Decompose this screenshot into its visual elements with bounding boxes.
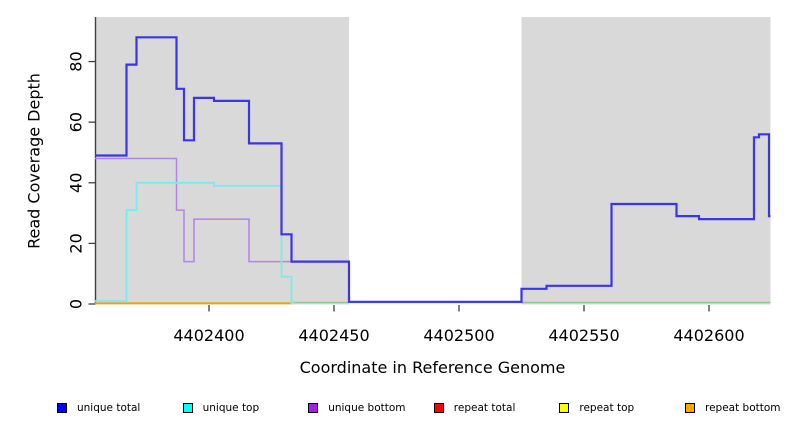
legend-swatch-unique-bottom: [308, 403, 319, 413]
y-axis-tick-label: 80: [67, 51, 86, 71]
y-axis-tick-label: 40: [67, 173, 86, 193]
series-line-unique-top: [95, 181, 294, 304]
x-axis-title: Coordinate in Reference Genome: [300, 358, 566, 377]
legend-item-repeat-total: repeat total: [433, 401, 516, 415]
legend-item-unique-bottom: unique bottom: [308, 401, 406, 415]
y-axis-tick-label: 20: [67, 233, 86, 253]
x-axis-tick-label: 4402450: [298, 326, 369, 345]
legend-label: unique bottom: [328, 402, 406, 414]
legend-swatch-repeat-total: [433, 403, 444, 413]
legend-label: unique total: [77, 402, 141, 414]
x-axis-tick-label: 4402550: [548, 326, 619, 345]
legend-label: repeat bottom: [705, 402, 781, 414]
legend-item-repeat-bottom: repeat bottom: [685, 401, 781, 415]
legend-label: repeat top: [579, 402, 635, 414]
x-axis-tick-label: 4402600: [673, 326, 744, 345]
series-line-unique-bottom: [95, 157, 349, 263]
legend-swatch-unique-total: [57, 403, 67, 413]
legend-swatch-unique-top: [182, 403, 193, 413]
y-axis-tick-label: 0: [67, 299, 86, 309]
legend-label: repeat total: [453, 402, 516, 414]
x-axis-tick-label: 4402500: [423, 326, 494, 345]
legend-swatch-repeat-top: [559, 403, 570, 413]
x-axis-tick-label: 4402400: [173, 326, 244, 345]
y-axis-tick-label: 60: [67, 112, 86, 132]
legend-item-unique-total: unique total: [57, 401, 140, 415]
legend-label: unique top: [202, 402, 260, 414]
y-axis-title: Read Coverage Depth: [25, 73, 44, 249]
legend-item-repeat-top: repeat top: [559, 401, 634, 415]
no-data-region: [349, 17, 522, 305]
series-line-unique-total: [95, 36, 771, 303]
plot-layer: 4402400 4402450 4402500 4402550 4402600 0 20 40…: [67, 17, 771, 345]
legend-swatch-repeat-bottom: [685, 403, 695, 413]
legend-item-unique-top: unique top: [182, 401, 260, 415]
